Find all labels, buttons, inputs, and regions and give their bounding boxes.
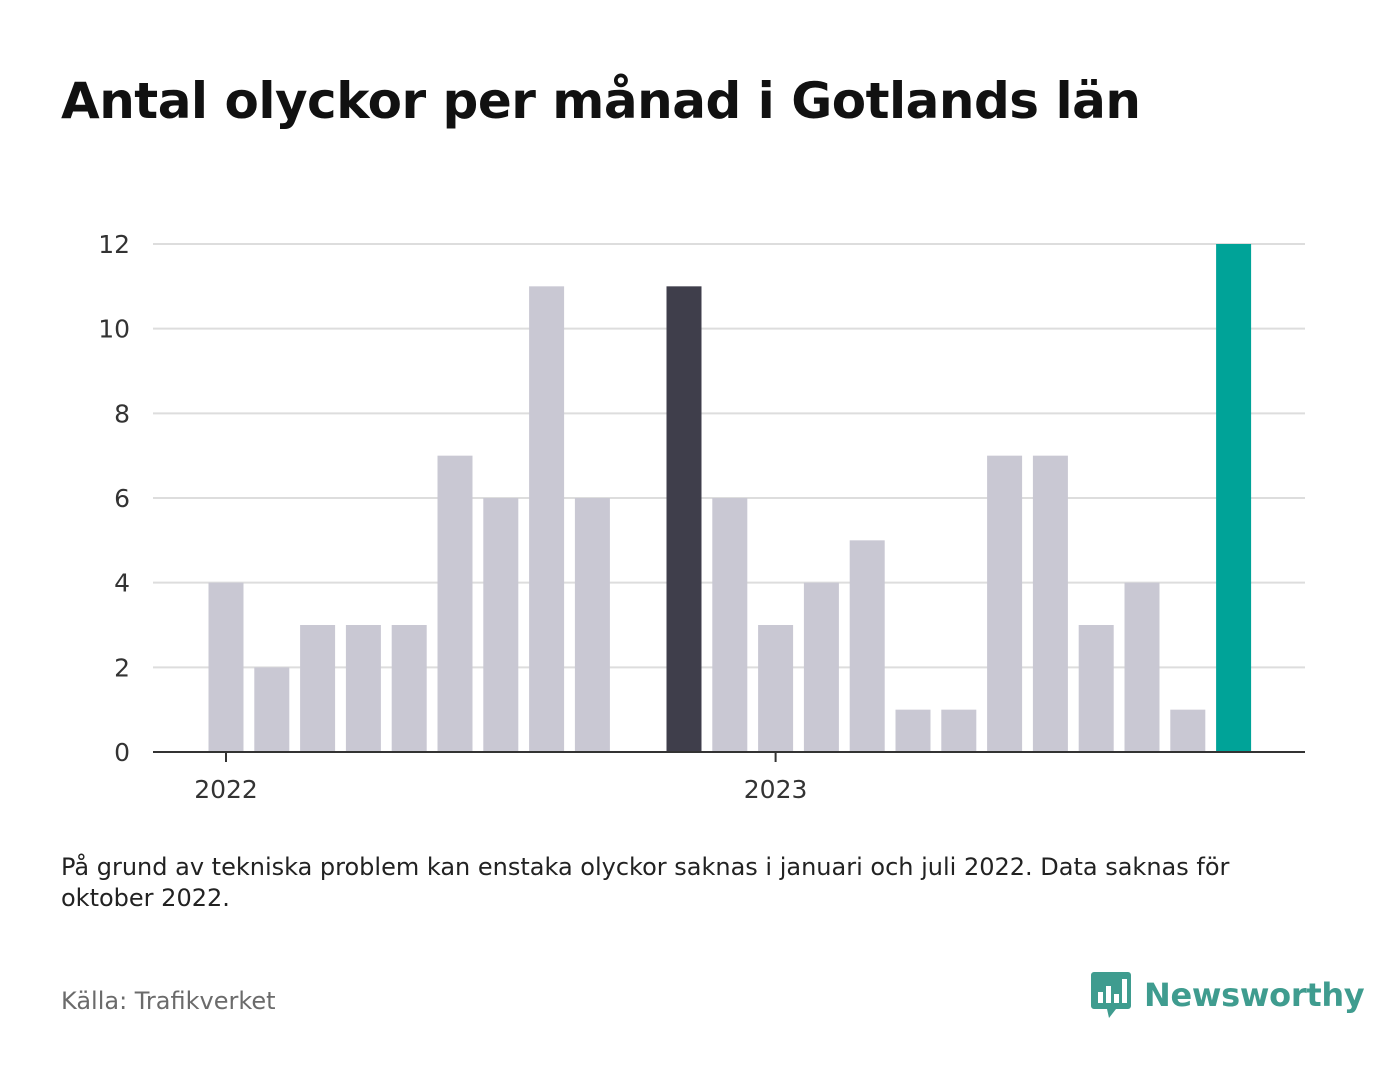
bar bbox=[758, 625, 794, 752]
data-label: 12 bbox=[1263, 0, 1295, 6]
bar bbox=[437, 455, 473, 752]
bar bbox=[849, 540, 885, 752]
footnote: På grund av tekniska problem kan enstaka… bbox=[61, 853, 1230, 912]
y-tick-label: 6 bbox=[114, 484, 130, 513]
y-tick-label: 8 bbox=[114, 399, 130, 428]
bar bbox=[987, 455, 1023, 752]
y-tick-label: 12 bbox=[98, 230, 130, 259]
data-labels: 12 bbox=[1263, 0, 1295, 6]
y-tick-label: 2 bbox=[114, 653, 130, 682]
brand-logo: Newsworthy bbox=[1090, 970, 1365, 1020]
y-tick-label: 4 bbox=[114, 569, 130, 598]
bar bbox=[529, 286, 565, 752]
y-tick-label: 0 bbox=[114, 738, 130, 767]
x-axis-ticks: 2022 2023 bbox=[194, 752, 807, 804]
bar bbox=[483, 498, 519, 752]
bar bbox=[345, 625, 381, 752]
bar bbox=[254, 667, 290, 752]
bar bbox=[574, 498, 610, 752]
bar bbox=[666, 286, 702, 752]
bar bbox=[1032, 455, 1068, 752]
bar bbox=[1216, 244, 1252, 752]
y-tick-label: 10 bbox=[98, 315, 130, 344]
bar bbox=[1078, 625, 1114, 752]
brand-name: Newsworthy bbox=[1144, 976, 1365, 1014]
y-axis-ticks: 0 2 4 6 8 10 12 bbox=[98, 230, 130, 767]
bar bbox=[803, 582, 839, 752]
bars bbox=[208, 244, 1252, 752]
x-tick-label: 2022 bbox=[194, 775, 258, 804]
bar bbox=[208, 582, 244, 752]
newsworthy-logo-icon bbox=[1091, 972, 1131, 1018]
bar bbox=[300, 625, 336, 752]
x-tick-label: 2023 bbox=[744, 775, 808, 804]
bar bbox=[1124, 582, 1160, 752]
bar bbox=[1170, 709, 1206, 752]
source-label: Källa: Trafikverket bbox=[61, 987, 276, 1015]
bar-chart: 0 2 4 6 8 10 12 12 2022 2023 bbox=[98, 0, 1305, 804]
bar bbox=[895, 709, 931, 752]
bar bbox=[712, 498, 748, 752]
bar bbox=[391, 625, 427, 752]
chart-title: Antal olyckor per månad i Gotlands län bbox=[61, 72, 1141, 130]
bar bbox=[941, 709, 977, 752]
